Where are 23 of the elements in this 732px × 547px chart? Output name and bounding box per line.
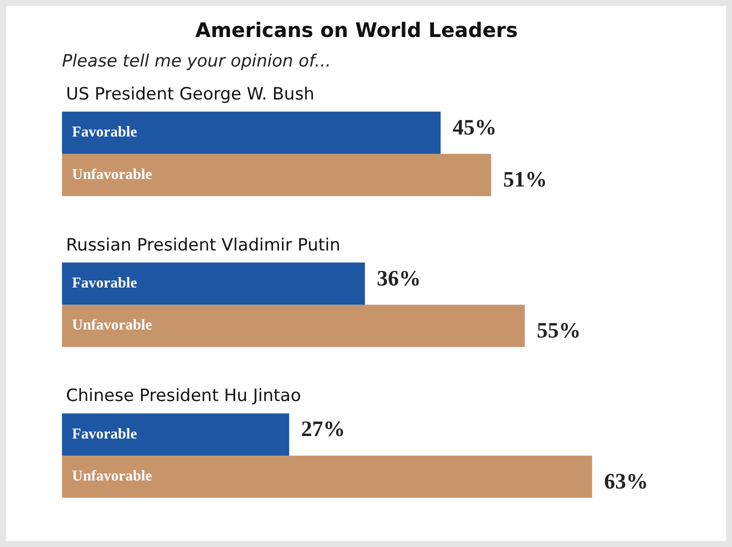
text: Unfavorable bbox=[72, 318, 152, 334]
bar bbox=[62, 154, 492, 196]
chart-title: Americans on World Leaders bbox=[195, 18, 518, 42]
data-label: 55% bbox=[536, 318, 581, 343]
y-tick-label: Russian President Vladimir Putin bbox=[66, 235, 340, 256]
data-label: 36% bbox=[376, 265, 421, 290]
data-label: 45% bbox=[452, 114, 497, 140]
series-label: Favorable bbox=[72, 124, 138, 141]
data-label: 27% bbox=[301, 416, 346, 442]
text: Favorable bbox=[72, 275, 137, 292]
text: Favorable bbox=[72, 426, 137, 442]
bar bbox=[62, 112, 441, 154]
chart-subtitle: Please tell me your opinion of... bbox=[62, 52, 331, 72]
y-tick-label: Chinese President Hu Jintao bbox=[66, 386, 301, 406]
bar bbox=[62, 304, 525, 347]
text: Unfavorable bbox=[72, 468, 152, 485]
bar bbox=[62, 262, 365, 305]
data-label: 63% bbox=[604, 468, 648, 494]
y-tick-label: US President George W. Bush bbox=[66, 84, 314, 105]
bar bbox=[62, 413, 290, 456]
bar bbox=[62, 456, 592, 498]
series-label: Unfavorable bbox=[72, 166, 152, 183]
data-label: 51% bbox=[503, 166, 548, 192]
